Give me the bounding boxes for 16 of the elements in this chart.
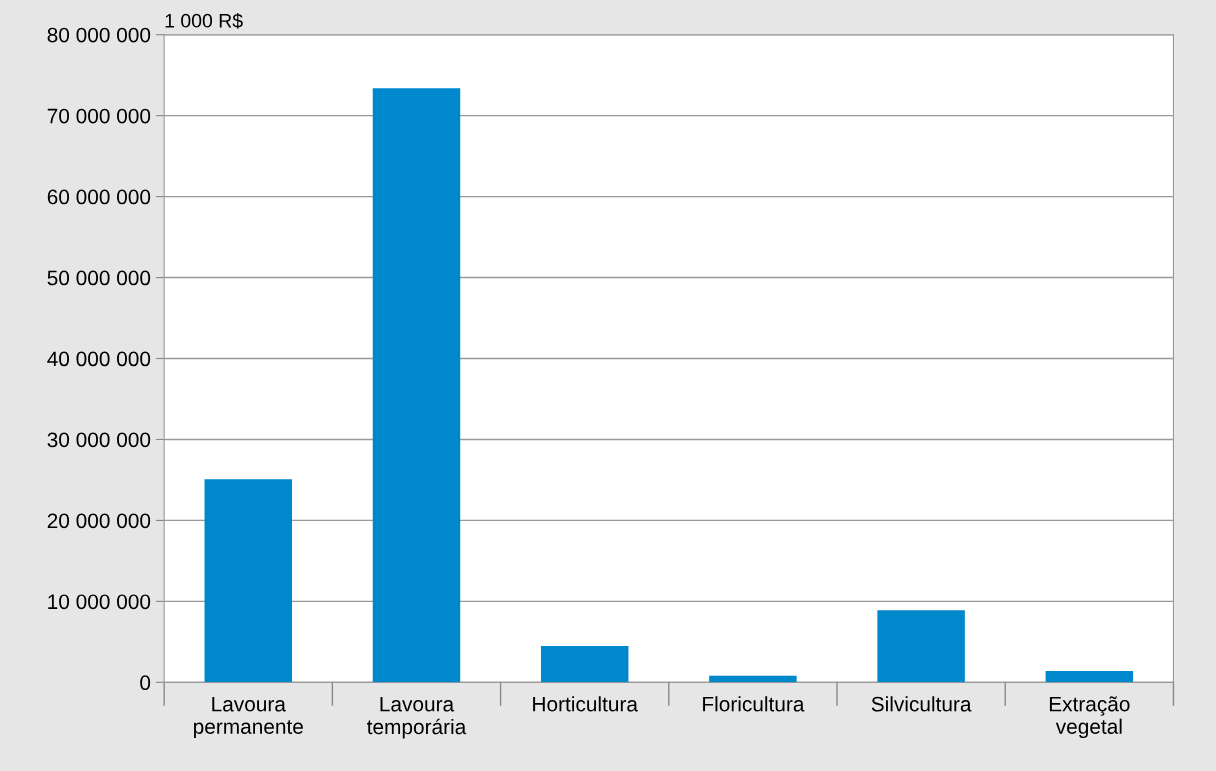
y-tick-label: 30 000 000 xyxy=(47,432,151,448)
y-axis-title: 1 000 R$ xyxy=(165,13,243,29)
y-tick-label: 50 000 000 xyxy=(47,270,151,286)
y-tick-label: 20 000 000 xyxy=(47,513,151,529)
y-tick-label: 10 000 000 xyxy=(48,594,151,610)
y-tick-label: 60 000 000 xyxy=(47,189,151,205)
y-tick-label: 80 000 000 xyxy=(47,27,151,43)
x-tick-label: Extração vegetal xyxy=(1049,696,1130,739)
y-tick-label: 0 xyxy=(140,675,151,691)
x-tick-label: Silvicultura xyxy=(871,696,972,712)
x-tick-label: Horticultura xyxy=(533,696,638,712)
x-tick-label: Floricultura xyxy=(703,696,805,712)
y-tick-label: 70 000 000 xyxy=(47,108,151,124)
x-tick-label: Lavoura permanente xyxy=(194,696,303,739)
y-tick-label: 40 000 000 xyxy=(47,351,151,367)
x-tick-label: Lavoura temporária xyxy=(367,696,467,739)
